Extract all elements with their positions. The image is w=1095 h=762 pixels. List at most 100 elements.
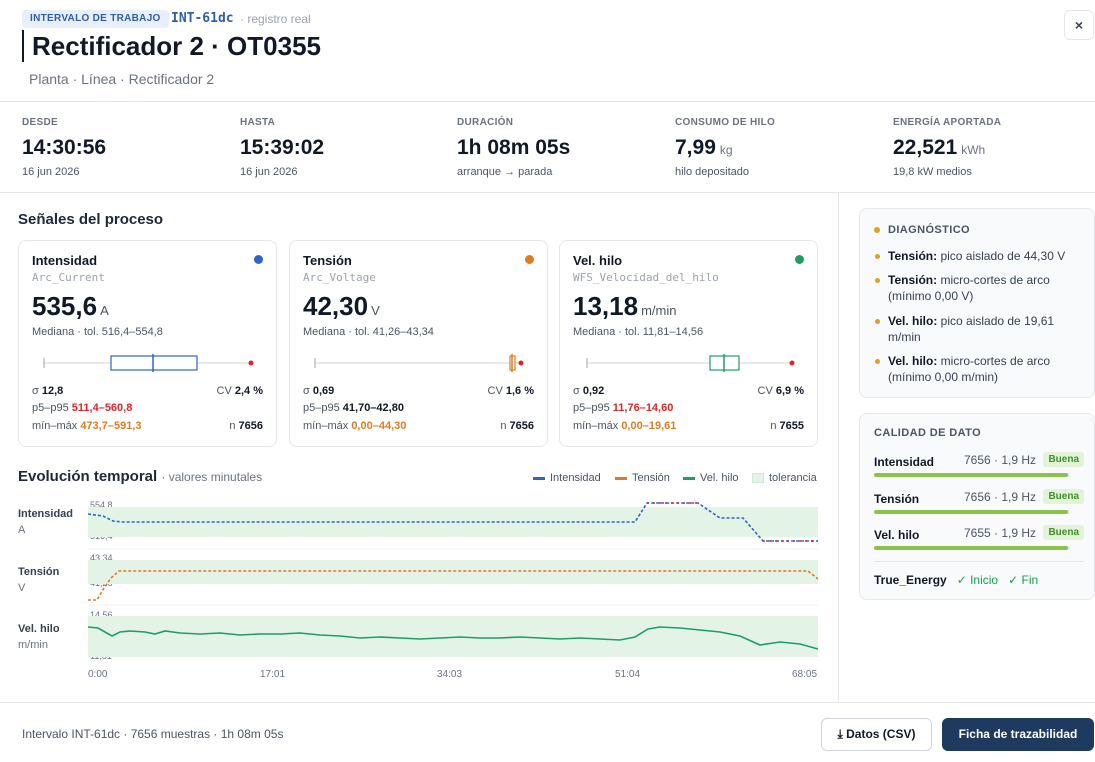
track-label-vel-hilo: Vel. hilo m/min [18, 623, 60, 651]
status-badge: Buena [1043, 489, 1084, 504]
signal-stats-minmax: mín–máx 0,00–19,61 n 7655 [573, 420, 804, 432]
x-tick: 0:00 [88, 669, 108, 680]
breadcrumb[interactable]: Planta · Línea · Rectificador 2 [29, 71, 215, 87]
quality-row: Tensión 7656 · 1,9 Hz Buena [874, 489, 1084, 514]
kpi-sub: 16 jun 2026 [22, 166, 80, 178]
quality-row: Intensidad 7656 · 1,9 Hz Buena [874, 452, 1084, 477]
kpi-label: DESDE [22, 117, 58, 128]
signal-name: Tensión [303, 253, 352, 268]
quality-bar [874, 546, 1070, 550]
boxplot [43, 354, 254, 372]
signal-card-tension[interactable]: Tensión Arc_Voltage 42,30 V Mediana · tol… [289, 240, 548, 447]
download-csv-button[interactable]: ⤓ Datos (CSV) [821, 718, 932, 751]
diagnostic-item: Vel. hilo: pico aislado de 19,61 m/min [875, 313, 1088, 345]
signal-code: WFS_Velocidad_del_hilo [573, 271, 719, 284]
kpi-wire-consumption: CONSUMO DE HILO 7,99 kg hilo depositado [675, 117, 875, 178]
signal-stats-percentile: p5–p95 11,76–14,60 [573, 402, 674, 414]
kpi-duration: DURACIÓN 1h 08m 05s arranque → parada [457, 117, 657, 178]
signal-color-dot [525, 255, 534, 264]
dialog-header: INTERVALO DE TRABAJO INT-61dc · registro… [0, 0, 1095, 102]
legend-intensidad: Intensidad [533, 472, 601, 484]
signal-median-value: 42,30 V [303, 291, 380, 321]
series-line-tension [88, 570, 819, 601]
kpi-label: HASTA [240, 117, 276, 128]
signal-card-intensidad[interactable]: Intensidad Arc_Current 535,6 A Mediana · … [18, 240, 277, 447]
legend-tension: Tensión [615, 472, 670, 484]
kpi-value: 1h 08m 05s [457, 136, 571, 159]
signal-stats-minmax: mín–máx 0,00–44,30 n 7656 [303, 420, 534, 432]
signal-median-label: Mediana · tol. 11,81–14,56 [573, 326, 704, 338]
divider [874, 561, 1084, 562]
diagnostic-item: Vel. hilo: micro-cortes de arco (mínimo … [875, 353, 1088, 385]
close-button[interactable]: × [1064, 10, 1094, 40]
track-label-intensidad: Intensidad A [18, 508, 74, 536]
status-badge: Buena [1043, 452, 1084, 467]
x-tick: 17:01 [260, 669, 286, 680]
diagnostic-panel: DIAGNÓSTICO Tensión: pico aislado de 44,… [859, 208, 1095, 398]
kpi-sub: arranque → parada [457, 166, 553, 178]
legend-vel-hilo: Vel. hilo [683, 472, 739, 484]
boxplot [314, 354, 524, 372]
record-type: · registro real [240, 12, 311, 26]
column-divider [838, 193, 839, 702]
kpi-label: CONSUMO DE HILO [675, 117, 776, 128]
x-tick: 68:05 [792, 669, 818, 680]
track-hi-tick: 43,34 [90, 553, 113, 563]
signal-name: Intensidad [32, 253, 98, 268]
signal-stats-percentile: p5–p95 511,4–560,8 [32, 402, 133, 414]
kpi-value: 7,99 kg [675, 136, 733, 159]
signal-median-value: 13,18 m/min [573, 291, 677, 321]
track-label-tension: Tensión V [18, 566, 60, 594]
kpi-value: 14:30:56 [22, 136, 107, 159]
signal-stats-sigma: σ 0,92 CV 6,9 % [573, 385, 804, 397]
signals-section-title: Señales del proceso [18, 211, 164, 228]
true-energy-status: True_Energy ✓ Inicio ✓ Fin [874, 573, 1039, 587]
kpi-sub: hilo depositado [675, 166, 750, 178]
quality-bar [874, 510, 1070, 514]
kpi-end: HASTA 15:39:02 16 jun 2026 [240, 117, 440, 178]
signal-stats-sigma: σ 12,8 CV 2,4 % [32, 385, 263, 397]
kpi-strip: DESDE 14:30:56 16 jun 2026 HASTA 15:39:0… [0, 103, 1095, 193]
kpi-energy: ENERGÍA APORTADA 22,521 kWh 19,8 kW medio… [893, 117, 1093, 178]
diagnostic-title: DIAGNÓSTICO [874, 224, 970, 236]
kpi-sub: 19,8 kW medios [893, 166, 972, 178]
evolution-chart [87, 502, 819, 657]
track-hi-tick: 554,8 [90, 500, 113, 510]
interval-id: INT-61dc [171, 11, 234, 26]
tolerance-band [88, 616, 818, 657]
page-title: Rectificador 2 · OT0355 [22, 30, 321, 62]
signal-median-value: 535,6 A [32, 291, 109, 321]
data-quality-panel: CALIDAD DE DATO Intensidad 7656 · 1,9 Hz… [859, 413, 1095, 600]
kpi-value: 22,521 kWh [893, 136, 986, 159]
kpi-sub: 16 jun 2026 [240, 166, 298, 178]
signal-median-label: Mediana · tol. 41,26–43,34 [303, 326, 434, 338]
signal-card-vel-hilo[interactable]: Vel. hilo WFS_Velocidad_del_hilo 13,18 m/… [559, 240, 818, 447]
diagnostic-item: Tensión: micro-cortes de arco (mínimo 0,… [875, 272, 1088, 304]
interval-type-tag: INTERVALO DE TRABAJO [22, 10, 169, 28]
signal-code: Arc_Voltage [303, 271, 376, 284]
legend-tolerance: tolerancia [752, 472, 817, 484]
signal-median-label: Mediana · tol. 516,4–554,8 [32, 326, 163, 338]
dialog-footer: Intervalo INT-61dc · 7656 muestras · 1h … [0, 702, 1095, 762]
status-badge: Buena [1043, 525, 1084, 540]
x-tick: 51:04 [615, 669, 641, 680]
signal-stats-percentile: p5–p95 41,70–42,80 [303, 402, 404, 414]
kpi-value: 15:39:02 [240, 136, 325, 159]
series-line-vel-hilo [87, 626, 819, 650]
signal-name: Vel. hilo [573, 253, 623, 268]
x-tick: 34:03 [437, 669, 463, 680]
traceability-sheet-button[interactable]: Ficha de trazabilidad [942, 718, 1094, 751]
quality-row: Vel. hilo 7655 · 1,9 Hz Buena [874, 525, 1084, 550]
kpi-start: DESDE 14:30:56 16 jun 2026 [22, 117, 222, 178]
kpi-label: ENERGÍA APORTADA [893, 117, 1002, 128]
signal-color-dot [795, 255, 804, 264]
diagnostic-item: Tensión: pico aislado de 44,30 V [875, 248, 1088, 264]
track-hi-tick: 14,56 [90, 610, 113, 620]
footer-info: Intervalo INT-61dc · 7656 muestras · 1h … [22, 727, 284, 741]
signal-stats-minmax: mín–máx 473,7–591,3 n 7656 [32, 420, 263, 432]
boxplot [586, 354, 795, 372]
quality-title: CALIDAD DE DATO [874, 427, 982, 439]
evolution-title: Evolución temporal · valores minutales [18, 468, 263, 485]
kpi-label: DURACIÓN [457, 117, 514, 128]
signal-color-dot [254, 255, 263, 264]
